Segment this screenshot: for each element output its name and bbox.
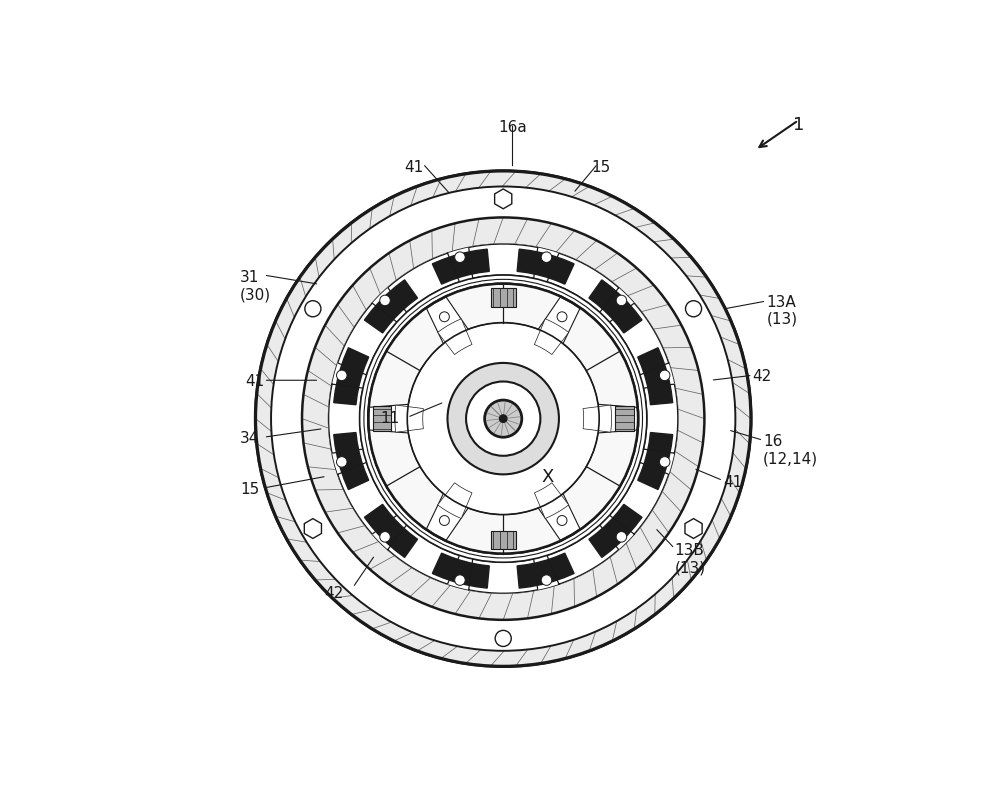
Polygon shape [338,304,397,376]
Text: 41: 41 [723,475,742,490]
Circle shape [455,575,465,585]
Polygon shape [563,308,638,408]
Circle shape [256,172,751,666]
Text: 15: 15 [592,160,611,174]
Circle shape [466,382,540,456]
Circle shape [541,253,552,263]
Polygon shape [469,245,538,279]
Circle shape [495,630,511,646]
Circle shape [336,457,347,467]
Polygon shape [547,525,619,585]
Polygon shape [517,553,574,589]
Circle shape [329,245,678,593]
Polygon shape [329,385,363,454]
Polygon shape [446,508,561,554]
Polygon shape [338,463,397,535]
Circle shape [380,296,390,306]
Polygon shape [610,463,669,535]
Polygon shape [547,254,619,313]
Circle shape [659,371,670,381]
Circle shape [256,172,751,666]
Polygon shape [615,407,634,431]
Circle shape [447,364,559,475]
Polygon shape [469,560,538,593]
Polygon shape [364,505,418,558]
Polygon shape [491,288,516,308]
Circle shape [616,414,626,424]
Polygon shape [534,483,569,519]
Polygon shape [610,304,669,376]
Circle shape [368,284,638,554]
Polygon shape [432,250,489,285]
Polygon shape [438,483,472,519]
Circle shape [380,532,390,542]
Polygon shape [638,433,673,490]
Polygon shape [685,519,702,539]
Text: 1: 1 [793,116,805,134]
Polygon shape [334,349,369,406]
Circle shape [305,301,321,317]
Polygon shape [395,406,423,433]
Circle shape [302,218,704,620]
Circle shape [541,575,552,585]
Polygon shape [491,531,516,549]
Circle shape [360,275,647,563]
Polygon shape [589,505,642,558]
Circle shape [557,312,567,322]
Polygon shape [438,320,472,355]
Polygon shape [638,349,673,406]
Polygon shape [373,407,391,431]
Text: 16
(12,14): 16 (12,14) [763,434,818,466]
Polygon shape [644,385,678,454]
Circle shape [659,457,670,467]
Polygon shape [364,280,418,333]
Circle shape [336,371,347,381]
Circle shape [439,312,449,322]
Polygon shape [589,280,642,333]
Polygon shape [446,284,561,330]
Text: 16a: 16a [498,120,527,135]
Polygon shape [388,525,459,585]
Polygon shape [495,190,512,210]
Text: 42: 42 [753,369,772,383]
Text: 13B
(13): 13B (13) [675,543,706,575]
Circle shape [616,532,627,542]
Text: 34: 34 [240,430,259,445]
Circle shape [485,401,522,438]
Circle shape [499,415,507,423]
Circle shape [381,414,391,424]
Polygon shape [334,433,369,490]
Polygon shape [534,320,569,355]
Text: 11: 11 [381,410,400,426]
Text: 13A
(13): 13A (13) [766,294,797,327]
Polygon shape [388,254,459,313]
Text: 41: 41 [245,373,264,389]
Circle shape [557,516,567,526]
Polygon shape [583,406,612,433]
Polygon shape [369,430,443,530]
Polygon shape [563,430,638,530]
Circle shape [685,301,702,317]
Text: 41: 41 [404,160,423,174]
Polygon shape [304,519,321,539]
Text: 42: 42 [325,585,344,600]
Circle shape [616,296,627,306]
Polygon shape [517,250,574,285]
Text: X: X [541,467,553,486]
Polygon shape [432,553,489,589]
Circle shape [271,187,735,651]
Circle shape [439,516,449,526]
Circle shape [455,253,465,263]
Circle shape [329,245,678,593]
Text: 15: 15 [240,481,259,496]
Text: 31
(30): 31 (30) [240,270,271,302]
Polygon shape [369,308,443,408]
